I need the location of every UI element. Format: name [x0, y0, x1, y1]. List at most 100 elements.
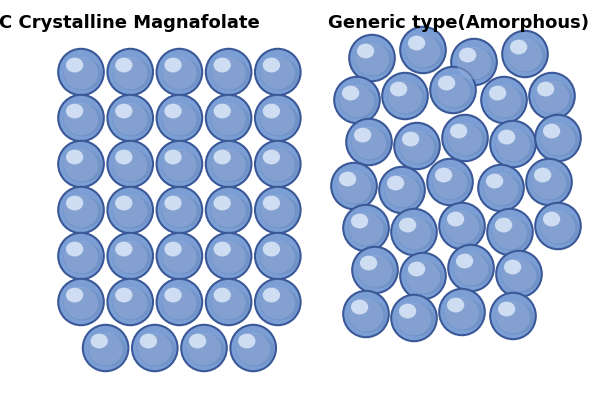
Ellipse shape — [537, 82, 554, 96]
Ellipse shape — [406, 36, 444, 68]
Ellipse shape — [457, 48, 495, 80]
Ellipse shape — [397, 218, 435, 250]
Ellipse shape — [532, 168, 570, 200]
Ellipse shape — [406, 262, 444, 294]
Ellipse shape — [113, 241, 148, 274]
Ellipse shape — [456, 254, 473, 268]
Ellipse shape — [391, 295, 437, 341]
Ellipse shape — [115, 58, 133, 72]
Ellipse shape — [535, 115, 581, 161]
Ellipse shape — [211, 58, 250, 90]
Ellipse shape — [64, 103, 98, 136]
Ellipse shape — [435, 168, 452, 182]
Ellipse shape — [107, 49, 153, 95]
Ellipse shape — [543, 124, 560, 138]
Ellipse shape — [438, 76, 455, 90]
Ellipse shape — [164, 242, 182, 256]
Ellipse shape — [163, 195, 197, 227]
Ellipse shape — [489, 86, 506, 100]
Ellipse shape — [66, 242, 83, 256]
Ellipse shape — [351, 214, 368, 228]
Ellipse shape — [115, 242, 133, 256]
Ellipse shape — [349, 214, 387, 246]
Ellipse shape — [260, 57, 295, 90]
Ellipse shape — [408, 36, 425, 50]
Ellipse shape — [164, 58, 182, 72]
Ellipse shape — [115, 104, 133, 118]
Ellipse shape — [66, 150, 83, 164]
Ellipse shape — [260, 150, 299, 182]
Ellipse shape — [340, 85, 374, 118]
Ellipse shape — [113, 195, 148, 227]
Ellipse shape — [390, 82, 407, 96]
Ellipse shape — [88, 334, 127, 366]
Ellipse shape — [535, 82, 573, 114]
Ellipse shape — [263, 104, 280, 118]
Ellipse shape — [214, 150, 231, 164]
Ellipse shape — [260, 104, 299, 136]
Ellipse shape — [187, 334, 225, 366]
Ellipse shape — [388, 81, 422, 114]
Ellipse shape — [504, 260, 521, 274]
Ellipse shape — [529, 73, 575, 119]
Ellipse shape — [113, 57, 148, 90]
Ellipse shape — [508, 39, 542, 72]
Ellipse shape — [394, 123, 440, 169]
Ellipse shape — [352, 128, 390, 160]
Ellipse shape — [351, 300, 368, 314]
Ellipse shape — [526, 159, 572, 205]
Ellipse shape — [342, 86, 359, 100]
Ellipse shape — [163, 241, 197, 274]
Ellipse shape — [481, 77, 527, 123]
Ellipse shape — [484, 174, 522, 206]
Ellipse shape — [406, 261, 440, 294]
Ellipse shape — [212, 57, 246, 90]
Ellipse shape — [212, 287, 246, 320]
Ellipse shape — [214, 58, 231, 72]
Ellipse shape — [66, 196, 83, 210]
Ellipse shape — [541, 123, 575, 155]
Ellipse shape — [211, 196, 250, 228]
Ellipse shape — [113, 288, 151, 320]
Ellipse shape — [230, 325, 276, 371]
Ellipse shape — [343, 291, 389, 337]
Ellipse shape — [385, 176, 423, 208]
Ellipse shape — [382, 73, 428, 119]
Ellipse shape — [260, 242, 299, 274]
Ellipse shape — [448, 123, 482, 155]
Ellipse shape — [115, 150, 133, 164]
Ellipse shape — [334, 77, 380, 123]
Ellipse shape — [64, 241, 98, 274]
Ellipse shape — [337, 172, 375, 204]
Ellipse shape — [163, 57, 197, 90]
Ellipse shape — [385, 175, 419, 207]
Ellipse shape — [408, 262, 425, 276]
Ellipse shape — [113, 104, 151, 136]
Ellipse shape — [162, 58, 200, 90]
Ellipse shape — [260, 149, 295, 182]
Text: Generic type(Amorphous): Generic type(Amorphous) — [329, 14, 589, 32]
Text: C Crystalline Magnafolate: C Crystalline Magnafolate — [0, 14, 259, 32]
Ellipse shape — [157, 49, 202, 95]
Ellipse shape — [255, 233, 301, 279]
Ellipse shape — [260, 58, 299, 90]
Ellipse shape — [206, 279, 251, 325]
Ellipse shape — [58, 187, 104, 233]
Ellipse shape — [454, 254, 492, 286]
Ellipse shape — [508, 40, 546, 72]
Ellipse shape — [181, 325, 227, 371]
Ellipse shape — [157, 279, 202, 325]
Ellipse shape — [83, 325, 128, 371]
Ellipse shape — [64, 242, 102, 274]
Ellipse shape — [107, 95, 153, 141]
Ellipse shape — [236, 333, 271, 366]
Ellipse shape — [263, 150, 280, 164]
Ellipse shape — [445, 298, 483, 330]
Ellipse shape — [448, 245, 494, 291]
Ellipse shape — [457, 47, 491, 80]
Ellipse shape — [58, 141, 104, 187]
Ellipse shape — [113, 103, 148, 136]
Ellipse shape — [260, 241, 295, 274]
Ellipse shape — [436, 76, 474, 108]
Ellipse shape — [496, 130, 534, 162]
